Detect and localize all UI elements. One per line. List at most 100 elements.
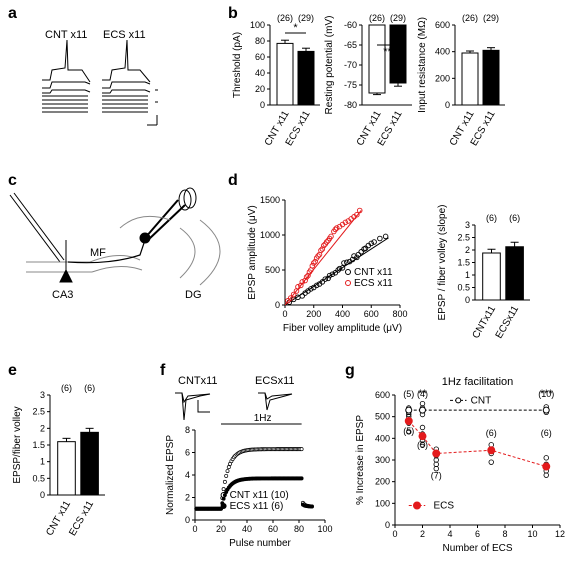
y-tick-label: 4 bbox=[185, 470, 190, 480]
n-label: (26) bbox=[462, 13, 478, 23]
data-point bbox=[302, 277, 308, 284]
n-label: (6) bbox=[509, 213, 520, 223]
y-tick-label: 500 bbox=[265, 265, 280, 275]
x-tick-label: 200 bbox=[306, 309, 321, 319]
legend-label: ECS x11 bbox=[354, 278, 393, 289]
x-axis-label: Pulse number bbox=[229, 538, 291, 549]
data-point bbox=[313, 282, 320, 289]
n-label: (26) bbox=[369, 13, 385, 23]
y-tick-label: 0 bbox=[445, 100, 450, 110]
n-label: (5) bbox=[417, 440, 428, 450]
legend-marker-cnt bbox=[455, 397, 462, 404]
y-tick-label: 500 bbox=[375, 412, 390, 422]
data-point bbox=[221, 487, 226, 492]
data-point bbox=[357, 207, 363, 214]
panel-letter-b: b bbox=[228, 5, 238, 22]
panel-letter-f: f bbox=[160, 362, 166, 379]
y-tick-label: 1000 bbox=[260, 230, 280, 240]
ecs-mean-point bbox=[432, 449, 441, 458]
legend-label: CNT x11 (10) bbox=[230, 490, 289, 501]
y-tick-label: 0 bbox=[275, 300, 280, 310]
ecs-point bbox=[488, 459, 494, 465]
bar-ecs bbox=[297, 50, 315, 106]
y-tick-label: 200 bbox=[435, 73, 450, 83]
bar-cnt bbox=[482, 252, 501, 301]
x-tick-label: 0 bbox=[282, 309, 287, 319]
y-tick-label: 0 bbox=[260, 100, 265, 110]
n-label: (5) bbox=[403, 389, 414, 399]
stim-label: 1Hz bbox=[254, 413, 272, 424]
data-point bbox=[308, 286, 314, 292]
fit-line bbox=[284, 210, 362, 306]
x-tick-label: 12 bbox=[555, 529, 565, 539]
y-tick-label: 2.5 bbox=[457, 233, 470, 243]
legend-label: CNT x11 bbox=[354, 267, 393, 278]
y-tick-label: -70 bbox=[344, 60, 357, 70]
ecs-mean-point bbox=[404, 417, 413, 425]
data-point bbox=[362, 245, 369, 252]
ecs-point bbox=[433, 465, 439, 472]
label-cnt: CNT x11 bbox=[45, 29, 87, 41]
y-tick-label: 2.5 bbox=[32, 407, 45, 417]
data-point bbox=[311, 260, 317, 266]
legend-marker-ecs bbox=[413, 501, 421, 510]
cnt-mean-point bbox=[405, 406, 413, 414]
n-label: (6) bbox=[541, 428, 552, 438]
y-tick-label: 600 bbox=[375, 390, 390, 400]
y-axis-label: EPSP / fiber volley (slope) bbox=[437, 205, 448, 321]
bar-ecs bbox=[389, 24, 407, 84]
x-axis-label: Fiber volley amplitude (μV) bbox=[283, 323, 402, 334]
y-tick-label: 60 bbox=[255, 52, 265, 62]
data-point bbox=[349, 256, 356, 263]
category-label: ECSx11 bbox=[494, 304, 522, 341]
data-point bbox=[358, 249, 364, 255]
bar-ecs bbox=[80, 431, 99, 496]
data-point bbox=[305, 272, 311, 279]
y-tick-label: 1 bbox=[465, 270, 470, 280]
data-point bbox=[298, 282, 304, 289]
ecs-point bbox=[419, 442, 426, 448]
y-axis-label: Input resistance (MΩ) bbox=[417, 17, 428, 113]
legend-marker bbox=[345, 269, 351, 275]
data-point bbox=[318, 247, 324, 254]
legend-label: ECS x11 (6) bbox=[230, 501, 284, 512]
label-trace-ecs: ECSx11 bbox=[255, 375, 295, 387]
panel-letter-c: c bbox=[8, 172, 17, 189]
cnt-mean-point bbox=[419, 406, 426, 414]
x-tick-label: 60 bbox=[268, 524, 278, 534]
ecs-point bbox=[406, 429, 412, 435]
data-point bbox=[328, 233, 334, 240]
y-axis-label: % Increase in EPSP bbox=[355, 415, 366, 505]
data-point bbox=[335, 267, 341, 273]
data-point bbox=[319, 246, 326, 252]
panel-a-traces: CNT x11 ECS x11 bbox=[42, 29, 158, 126]
trace-cnt-spikes bbox=[42, 39, 91, 113]
data-point bbox=[354, 211, 360, 218]
chart-d2: 0 0.5 1 1.5 2 2.5 3 EPSP / fiber volley (slope)… bbox=[437, 205, 530, 341]
trace-ecs-spikes bbox=[102, 39, 151, 113]
data-point bbox=[325, 275, 331, 282]
ecs-mean-line bbox=[408, 420, 547, 467]
y-tick-label: 0 bbox=[385, 520, 390, 530]
data-point bbox=[312, 258, 318, 265]
y-axis-label: Threshold (pA) bbox=[232, 32, 243, 98]
step-cmd bbox=[155, 89, 158, 103]
n-label: (29) bbox=[298, 13, 314, 23]
sig-label: *** bbox=[540, 388, 554, 400]
y-tick-label: -60 bbox=[344, 20, 357, 30]
data-point bbox=[355, 251, 362, 258]
data-point bbox=[299, 293, 306, 299]
data-point bbox=[299, 476, 304, 481]
y-tick-label: 0 bbox=[40, 490, 45, 500]
data-point bbox=[226, 465, 231, 470]
y-tick-label: 1 bbox=[40, 457, 45, 467]
y-tick-label: 600 bbox=[435, 20, 450, 30]
data-point bbox=[222, 479, 227, 484]
bar-cnt bbox=[57, 441, 76, 496]
label-ecs: ECS x11 bbox=[103, 29, 146, 41]
data-point bbox=[329, 271, 336, 277]
